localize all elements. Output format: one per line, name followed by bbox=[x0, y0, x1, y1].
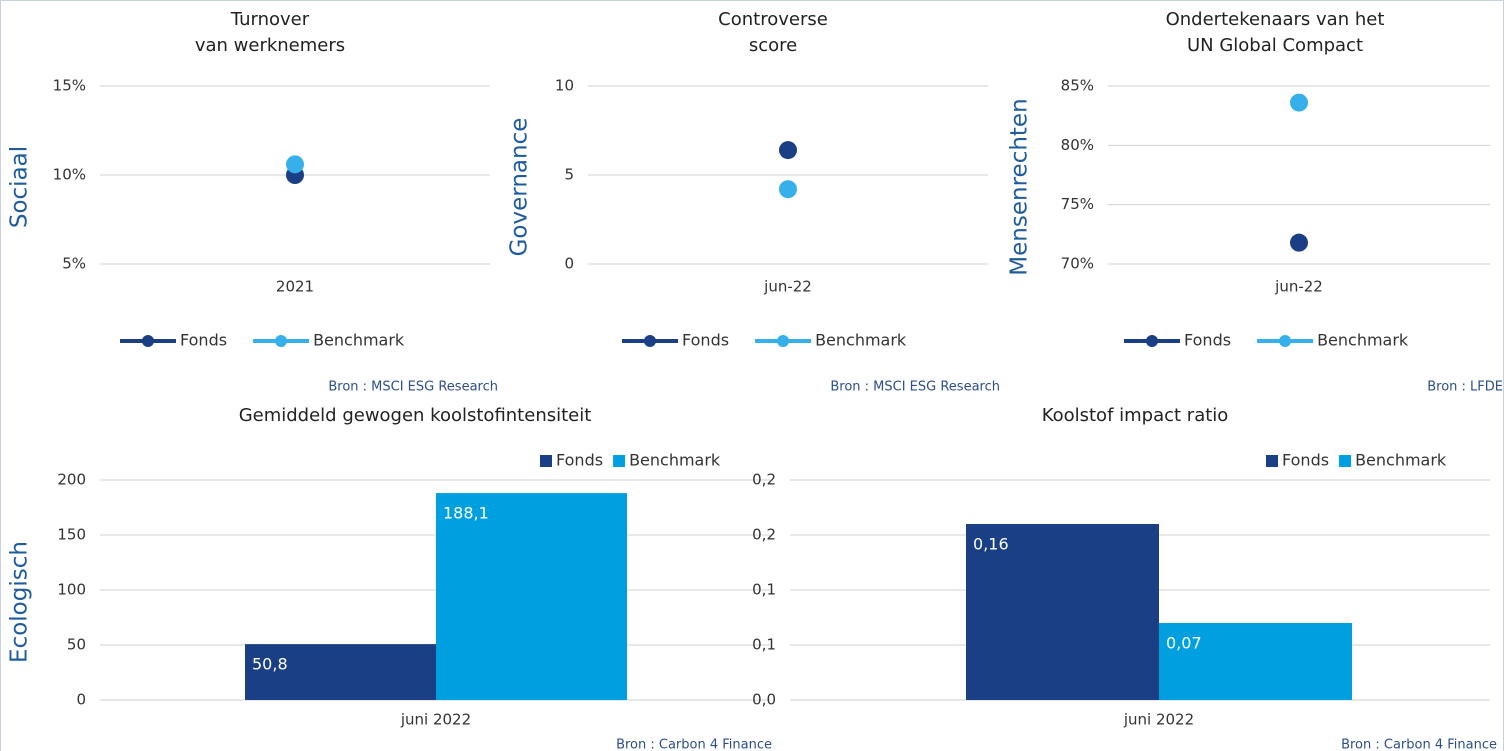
y-tick-label: 70% bbox=[1061, 255, 1094, 273]
source-note: Bron : Carbon 4 Finance bbox=[616, 738, 772, 751]
y-tick-label: 15% bbox=[53, 77, 86, 95]
legend-label: Fonds bbox=[180, 331, 227, 350]
y-tick-label: 0,2 bbox=[752, 526, 776, 544]
legend-label: Benchmark bbox=[1355, 451, 1447, 470]
y-tick-label: 10% bbox=[53, 166, 86, 184]
legend-label: Benchmark bbox=[815, 331, 907, 350]
y-tick-label: 150 bbox=[57, 526, 86, 544]
value-label: 0,07 bbox=[1166, 634, 1202, 653]
legend-label: Benchmark bbox=[629, 451, 721, 470]
legend-marker bbox=[1279, 335, 1292, 347]
point bbox=[1290, 93, 1308, 112]
y-tick-label: 0 bbox=[76, 691, 86, 709]
legend-marker bbox=[644, 335, 656, 347]
point bbox=[779, 180, 797, 199]
chart-title: van werknemers bbox=[195, 35, 345, 56]
legend-label: Benchmark bbox=[1317, 331, 1409, 350]
x-tick-label: juni 2022 bbox=[400, 711, 471, 729]
chart-title: Ondertekenaars van het bbox=[1166, 9, 1385, 30]
chart-title: UN Global Compact bbox=[1187, 35, 1363, 56]
bar bbox=[966, 524, 1159, 700]
legend-label: Fonds bbox=[682, 331, 729, 350]
y-tick-label: 0 bbox=[564, 255, 574, 273]
chart-title: score bbox=[749, 35, 797, 56]
y-tick-label: 50 bbox=[67, 636, 86, 654]
x-tick-label: jun-22 bbox=[1274, 278, 1323, 296]
point bbox=[779, 141, 797, 160]
point bbox=[1290, 233, 1308, 252]
source-note: Bron : LFDE bbox=[1427, 380, 1503, 395]
source-note: Bron : MSCI ESG Research bbox=[328, 380, 498, 395]
x-tick-label: juni 2022 bbox=[1123, 711, 1194, 729]
source-note: Bron : Carbon 4 Finance bbox=[1341, 738, 1497, 751]
y-tick-label: 0,0 bbox=[752, 691, 776, 709]
row-label: Sociaal bbox=[7, 146, 33, 228]
x-tick-label: jun-22 bbox=[763, 278, 812, 296]
bar bbox=[436, 493, 627, 700]
legend-marker bbox=[777, 335, 790, 347]
source-note: Bron : MSCI ESG Research bbox=[830, 380, 1000, 395]
point bbox=[286, 155, 304, 174]
legend-marker bbox=[275, 335, 288, 347]
y-tick-label: 10 bbox=[555, 77, 574, 95]
legend-swatch bbox=[1266, 455, 1278, 467]
y-tick-label: 75% bbox=[1061, 195, 1094, 213]
row-label: Ecologisch bbox=[7, 541, 33, 663]
legend-swatch bbox=[613, 455, 626, 467]
value-label: 188,1 bbox=[443, 504, 489, 523]
y-tick-label: 85% bbox=[1061, 77, 1094, 95]
legend-swatch bbox=[1339, 455, 1352, 467]
chart-title: Gemiddeld gewogen koolstofintensiteit bbox=[239, 405, 592, 426]
value-label: 50,8 bbox=[252, 655, 288, 674]
legend-label: Fonds bbox=[556, 451, 603, 470]
y-tick-label: 200 bbox=[57, 471, 86, 489]
legend-swatch bbox=[540, 455, 552, 467]
y-tick-label: 0,2 bbox=[752, 471, 776, 489]
y-tick-label: 100 bbox=[57, 581, 86, 599]
y-tick-label: 80% bbox=[1061, 136, 1094, 154]
x-tick-label: 2021 bbox=[276, 278, 314, 296]
value-label: 0,16 bbox=[973, 535, 1009, 554]
chart-title: Koolstof impact ratio bbox=[1042, 405, 1229, 426]
y-tick-label: 0,1 bbox=[752, 636, 776, 654]
chart-title: Turnover bbox=[230, 9, 310, 30]
y-tick-label: 5% bbox=[62, 255, 86, 273]
legend-label: Fonds bbox=[1282, 451, 1329, 470]
legend-marker bbox=[142, 335, 154, 347]
chart-title: Controverse bbox=[718, 9, 828, 30]
legend-label: Benchmark bbox=[313, 331, 405, 350]
y-tick-label: 0,1 bbox=[752, 581, 776, 599]
legend-label: Fonds bbox=[1184, 331, 1231, 350]
bar bbox=[1159, 623, 1352, 700]
bar bbox=[245, 644, 436, 700]
y-tick-label: 5 bbox=[564, 166, 574, 184]
legend-marker bbox=[1146, 335, 1158, 347]
row-label: Mensenrechten bbox=[1007, 98, 1033, 275]
row-label: Governance bbox=[507, 118, 533, 257]
